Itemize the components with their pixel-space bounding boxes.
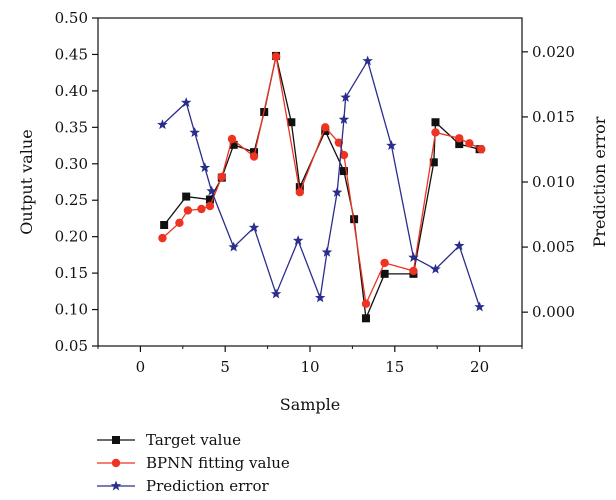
x-axis-label: Sample — [280, 395, 341, 414]
data-point — [270, 288, 282, 299]
legend-marker — [112, 436, 120, 444]
data-point — [408, 251, 419, 262]
data-point — [455, 134, 464, 143]
data-point — [429, 158, 438, 167]
data-point — [295, 183, 304, 192]
data-point — [182, 192, 191, 201]
y2-axis-label: Prediction error — [590, 116, 609, 247]
y-tick-label: 0.15 — [55, 264, 88, 282]
x-tick-label: 0 — [136, 358, 146, 376]
data-point — [321, 246, 333, 257]
series-1 — [160, 51, 484, 323]
data-point — [380, 258, 389, 268]
data-point — [250, 148, 259, 157]
data-point — [477, 145, 486, 154]
data-point — [331, 186, 343, 197]
data-point — [205, 201, 215, 211]
series-3 — [157, 55, 485, 312]
x-tick-label: 5 — [220, 358, 230, 376]
y2-tick-label: 0.005 — [532, 238, 575, 256]
y-tick-label: 0.20 — [55, 228, 88, 246]
data-point — [474, 301, 485, 312]
data-point — [249, 152, 259, 161]
data-point — [465, 139, 474, 148]
y-tick-label: 0.10 — [55, 301, 88, 319]
data-point — [158, 233, 167, 243]
y-tick-label: 0.25 — [55, 191, 88, 209]
data-point — [217, 172, 227, 182]
data-point — [205, 195, 214, 204]
data-point — [339, 167, 348, 176]
legend-entry: BPNN fitting value — [97, 454, 290, 472]
series-line — [162, 59, 481, 308]
data-point — [386, 140, 397, 151]
data-point — [339, 150, 349, 160]
data-point — [455, 140, 464, 149]
data-point — [314, 292, 326, 303]
data-point — [180, 97, 192, 108]
data-point — [248, 222, 260, 233]
y-tick-label: 0.35 — [55, 118, 88, 136]
data-point — [189, 127, 200, 137]
data-point — [287, 118, 296, 127]
data-point — [197, 204, 206, 214]
data-point — [350, 215, 359, 224]
data-point — [175, 218, 184, 228]
x-tick-label: 15 — [385, 358, 404, 376]
data-point — [199, 162, 211, 173]
data-point — [431, 128, 440, 137]
data-point — [380, 269, 389, 278]
data-point — [206, 185, 217, 196]
y2-tick-label: 0.020 — [532, 43, 575, 61]
data-point — [229, 140, 238, 149]
data-point — [227, 134, 237, 144]
data-point — [321, 123, 330, 132]
y-tick-label: 0.45 — [55, 45, 88, 63]
x-tick-label: 20 — [470, 358, 489, 376]
legend-label: BPNN fitting value — [146, 454, 290, 472]
data-point — [430, 263, 441, 274]
y-tick-label: 0.50 — [55, 9, 88, 27]
y-tick-label: 0.40 — [55, 82, 88, 100]
legend-entry: Target value — [97, 431, 241, 449]
data-point — [295, 188, 305, 197]
y2-tick-label: 0.000 — [532, 303, 575, 321]
data-point — [183, 206, 193, 215]
y-tick-label: 0.30 — [55, 155, 88, 173]
data-point — [228, 241, 239, 252]
data-point — [292, 235, 304, 246]
legend-marker — [110, 480, 122, 491]
y-axis-label: Output value — [17, 129, 36, 234]
y2-tick-label: 0.010 — [532, 173, 575, 191]
legend-entry: Prediction error — [97, 477, 269, 495]
data-point — [431, 118, 440, 127]
y2-tick-label: 0.015 — [532, 108, 575, 126]
data-point — [409, 266, 418, 276]
data-point — [338, 114, 350, 124]
data-point — [361, 314, 370, 323]
legend-label: Prediction error — [146, 477, 269, 495]
plot-frame — [97, 17, 523, 347]
data-point — [157, 119, 168, 130]
data-point — [454, 240, 465, 251]
legend-label: Target value — [146, 431, 241, 449]
data-point — [160, 221, 169, 230]
x-tick-label: 10 — [300, 358, 319, 376]
data-point — [340, 91, 351, 102]
series-2 — [158, 52, 486, 308]
data-point — [271, 52, 281, 61]
series-line — [162, 56, 482, 306]
legend-marker — [111, 458, 121, 468]
data-point — [361, 299, 371, 308]
y-tick-label: 0.05 — [55, 337, 88, 355]
data-point — [362, 55, 373, 66]
